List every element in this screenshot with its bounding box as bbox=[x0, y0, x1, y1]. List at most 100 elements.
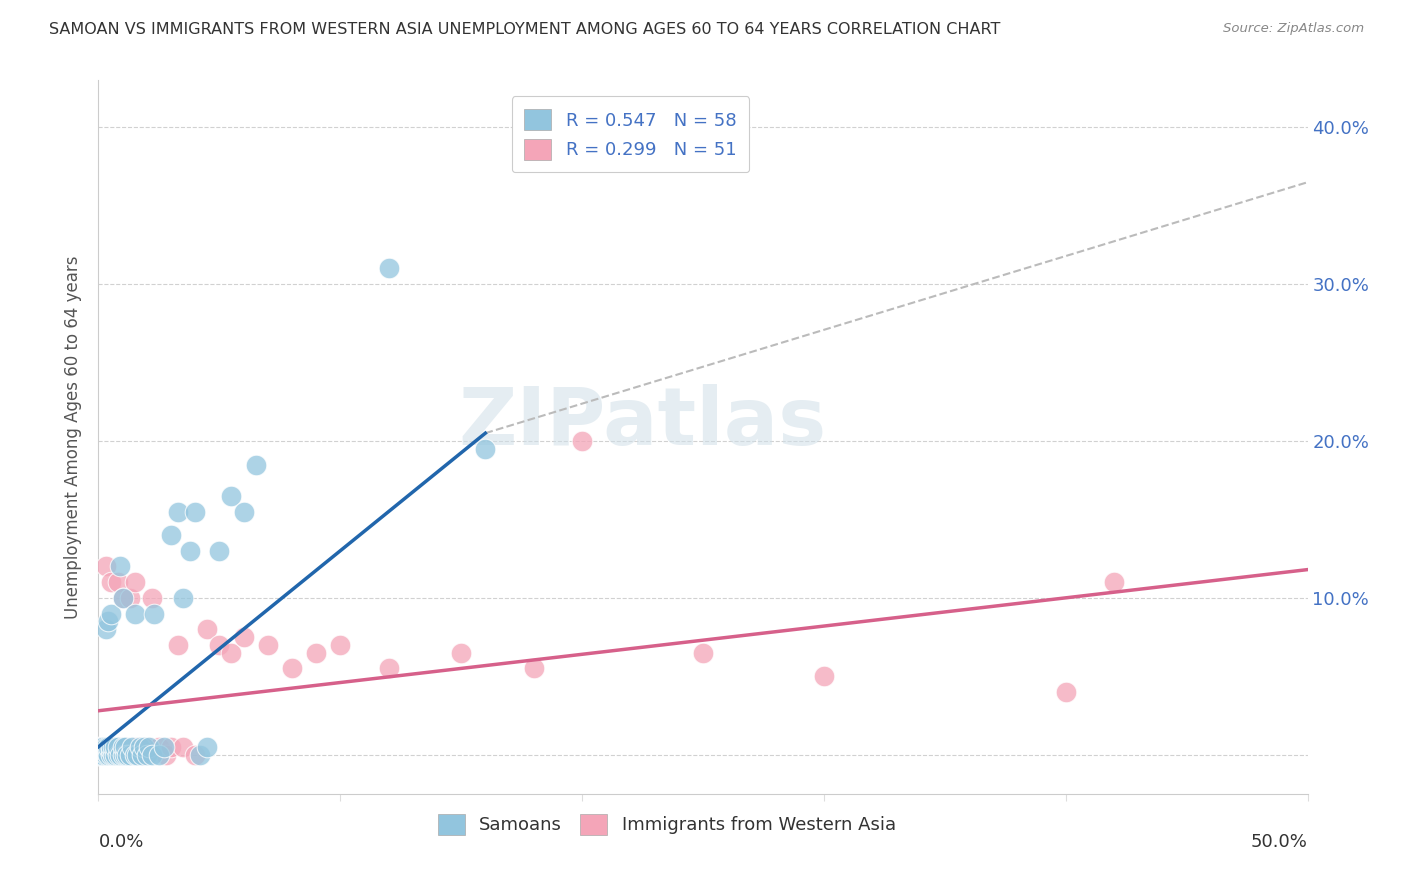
Point bbox=[208, 638, 231, 652]
Text: 50.0%: 50.0% bbox=[1251, 833, 1308, 851]
Point bbox=[245, 458, 267, 472]
Point bbox=[184, 505, 207, 519]
Point bbox=[1054, 685, 1077, 699]
Point bbox=[692, 646, 714, 660]
Point bbox=[90, 739, 112, 754]
Point bbox=[94, 559, 117, 574]
Point bbox=[118, 591, 141, 605]
Point bbox=[138, 739, 160, 754]
Point bbox=[101, 747, 124, 762]
Point bbox=[101, 739, 124, 754]
Point bbox=[111, 739, 134, 754]
Point bbox=[94, 747, 117, 762]
Point bbox=[111, 747, 134, 762]
Point bbox=[97, 739, 120, 754]
Point bbox=[124, 575, 146, 590]
Point bbox=[108, 747, 131, 762]
Point bbox=[91, 745, 114, 759]
Point bbox=[1102, 575, 1125, 590]
Point bbox=[221, 489, 243, 503]
Point bbox=[94, 745, 117, 759]
Point bbox=[188, 747, 211, 762]
Point bbox=[91, 739, 114, 754]
Point bbox=[97, 747, 120, 762]
Point bbox=[94, 747, 117, 762]
Point bbox=[90, 739, 112, 754]
Point bbox=[127, 747, 149, 762]
Point bbox=[571, 434, 593, 448]
Point bbox=[94, 739, 117, 754]
Point bbox=[111, 591, 134, 605]
Point bbox=[128, 739, 150, 754]
Point bbox=[91, 747, 114, 762]
Point bbox=[134, 739, 156, 754]
Point bbox=[107, 739, 129, 754]
Point bbox=[474, 442, 496, 456]
Point bbox=[100, 607, 122, 621]
Point bbox=[179, 543, 201, 558]
Point bbox=[101, 739, 124, 754]
Text: SAMOAN VS IMMIGRANTS FROM WESTERN ASIA UNEMPLOYMENT AMONG AGES 60 TO 64 YEARS CO: SAMOAN VS IMMIGRANTS FROM WESTERN ASIA U… bbox=[49, 22, 1001, 37]
Point bbox=[104, 739, 127, 754]
Point bbox=[100, 575, 122, 590]
Point bbox=[195, 622, 218, 636]
Point bbox=[256, 638, 278, 652]
Point bbox=[131, 747, 153, 762]
Point bbox=[141, 591, 163, 605]
Point bbox=[117, 747, 139, 762]
Point bbox=[160, 739, 183, 754]
Point bbox=[114, 739, 136, 754]
Point bbox=[100, 739, 122, 754]
Point bbox=[208, 543, 231, 558]
Point bbox=[100, 747, 122, 762]
Point bbox=[97, 739, 120, 754]
Point bbox=[111, 591, 134, 605]
Point bbox=[152, 739, 174, 754]
Point bbox=[523, 661, 546, 675]
Legend: Samoans, Immigrants from Western Asia: Samoans, Immigrants from Western Asia bbox=[430, 806, 903, 842]
Point bbox=[131, 747, 153, 762]
Point bbox=[90, 747, 112, 762]
Point bbox=[97, 615, 120, 629]
Point bbox=[91, 739, 114, 754]
Point bbox=[104, 747, 127, 762]
Point bbox=[100, 747, 122, 762]
Point bbox=[135, 739, 157, 754]
Point bbox=[94, 622, 117, 636]
Text: 0.0%: 0.0% bbox=[98, 833, 143, 851]
Point bbox=[91, 747, 114, 762]
Point bbox=[90, 747, 112, 762]
Point bbox=[167, 638, 190, 652]
Point bbox=[97, 747, 120, 762]
Point bbox=[108, 747, 131, 762]
Point bbox=[107, 739, 129, 754]
Point bbox=[172, 591, 194, 605]
Point bbox=[184, 747, 207, 762]
Text: ZIPatlas: ZIPatlas bbox=[458, 384, 827, 462]
Point bbox=[148, 739, 170, 754]
Point bbox=[377, 261, 399, 276]
Point bbox=[121, 739, 143, 754]
Point bbox=[232, 630, 254, 644]
Point bbox=[87, 747, 110, 762]
Point bbox=[114, 739, 136, 754]
Point bbox=[377, 661, 399, 675]
Text: Source: ZipAtlas.com: Source: ZipAtlas.com bbox=[1223, 22, 1364, 36]
Point bbox=[135, 747, 157, 762]
Y-axis label: Unemployment Among Ages 60 to 64 years: Unemployment Among Ages 60 to 64 years bbox=[65, 255, 83, 619]
Point bbox=[124, 607, 146, 621]
Point bbox=[195, 739, 218, 754]
Point bbox=[281, 661, 304, 675]
Point bbox=[107, 747, 129, 762]
Point bbox=[143, 607, 166, 621]
Point bbox=[87, 739, 110, 754]
Point bbox=[111, 739, 134, 754]
Point bbox=[172, 739, 194, 754]
Point bbox=[160, 528, 183, 542]
Point bbox=[124, 747, 146, 762]
Point bbox=[100, 743, 122, 757]
Point bbox=[108, 559, 131, 574]
Point bbox=[117, 747, 139, 762]
Point bbox=[329, 638, 352, 652]
Point bbox=[87, 747, 110, 762]
